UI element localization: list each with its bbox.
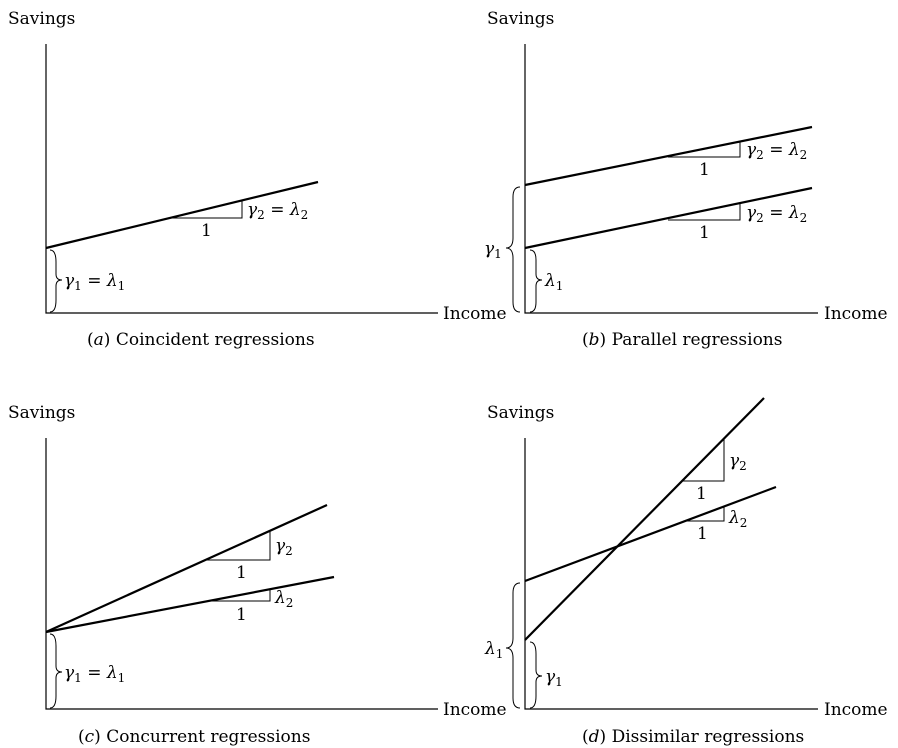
panel-c-caption: (c) Concurrent regressions	[78, 727, 310, 747]
panel-c-steep-slope-label: γ2	[275, 536, 293, 558]
panel-a-y-axis-label: Savings	[8, 9, 75, 29]
panel-b: Savings Income 1 γ2 = λ2 1 γ2 = λ2 γ1 λ1…	[484, 9, 888, 350]
panel-a: Savings Income 1 γ2 = λ2 γ1 = λ1 (a) Coi…	[8, 9, 507, 350]
panel-d-x-axis-label: Income	[824, 700, 888, 720]
panel-d-flat-slope-triangle	[683, 506, 725, 522]
panel-a-intercept-label: γ1 = λ1	[64, 271, 125, 293]
panel-b-upper-slope-triangle	[668, 142, 741, 158]
panel-d-flat-slope-label: λ2	[728, 508, 747, 530]
panel-b-upper-slope-run: 1	[699, 160, 710, 180]
panel-c-flat-regression-line	[45, 575, 335, 634]
panel-b-x-axis-label: Income	[824, 304, 888, 324]
panel-c-y-axis-label: Savings	[8, 403, 75, 423]
panel-c-intercept-brace	[49, 633, 63, 709]
panel-b-axes	[524, 44, 818, 314]
panel-c-steep-slope-run: 1	[236, 563, 247, 583]
panel-a-x-axis-label: Income	[443, 304, 507, 324]
panel-c-steep-regression-line	[45, 503, 328, 634]
panel-b-gamma1-label: γ1	[484, 239, 502, 261]
panel-d: Savings Income 1 γ2 1 λ2 λ1 γ1 (d) Dissi…	[484, 397, 888, 747]
panel-a-slope-triangle	[170, 200, 243, 219]
panel-b-lambda1-brace	[529, 249, 543, 313]
panel-b-lower-slope-label: γ2 = λ2	[746, 203, 807, 225]
panel-c-flat-slope-triangle	[206, 589, 271, 602]
panel-d-y-axis-label: Savings	[487, 403, 554, 423]
panel-d-gamma1-brace	[529, 641, 543, 709]
panel-c-flat-slope-run: 1	[236, 605, 247, 625]
panel-d-lambda1-brace	[505, 582, 521, 709]
panel-d-gamma1-label: γ1	[545, 667, 563, 689]
panel-b-y-axis-label: Savings	[487, 9, 554, 29]
panel-b-upper-slope-label: γ2 = λ2	[746, 140, 807, 162]
panel-b-gamma1-brace	[505, 186, 521, 313]
panel-c-flat-slope-label: λ2	[274, 588, 293, 610]
panel-b-lower-slope-run: 1	[699, 223, 710, 243]
panel-d-steep-slope-triangle	[681, 438, 725, 482]
panel-c-axes	[45, 438, 438, 710]
panel-d-flat-regression-line	[524, 485, 777, 583]
panel-b-lower-slope-triangle	[668, 204, 741, 221]
panel-c: Savings Income 1 γ2 1 λ2 γ1 = λ1 (c) Con…	[8, 403, 507, 747]
panel-c-steep-slope-triangle	[206, 531, 271, 561]
panel-c-intercept-label: γ1 = λ1	[64, 663, 125, 685]
panel-d-axes	[524, 438, 818, 710]
panel-b-lower-regression-line	[524, 186, 813, 250]
panel-b-lambda1-label: λ1	[544, 271, 563, 293]
panel-a-axes	[45, 44, 438, 314]
panel-d-flat-slope-run: 1	[697, 524, 708, 544]
panel-d-caption: (d) Dissimilar regressions	[582, 727, 804, 747]
panel-a-regression-line	[45, 180, 319, 250]
panel-b-caption: (b) Parallel regressions	[582, 330, 782, 350]
panel-b-upper-regression-line	[524, 125, 813, 187]
panel-d-lambda1-label: λ1	[484, 639, 503, 661]
panel-c-x-axis-label: Income	[443, 700, 507, 720]
panel-a-slope-run: 1	[201, 221, 212, 241]
panel-a-intercept-brace	[49, 249, 63, 313]
panel-d-steep-slope-run: 1	[696, 484, 707, 504]
panel-a-slope-label: γ2 = λ2	[247, 200, 308, 222]
panel-a-caption: (a) Coincident regressions	[87, 330, 315, 350]
panel-d-steep-slope-label: γ2	[729, 451, 747, 473]
